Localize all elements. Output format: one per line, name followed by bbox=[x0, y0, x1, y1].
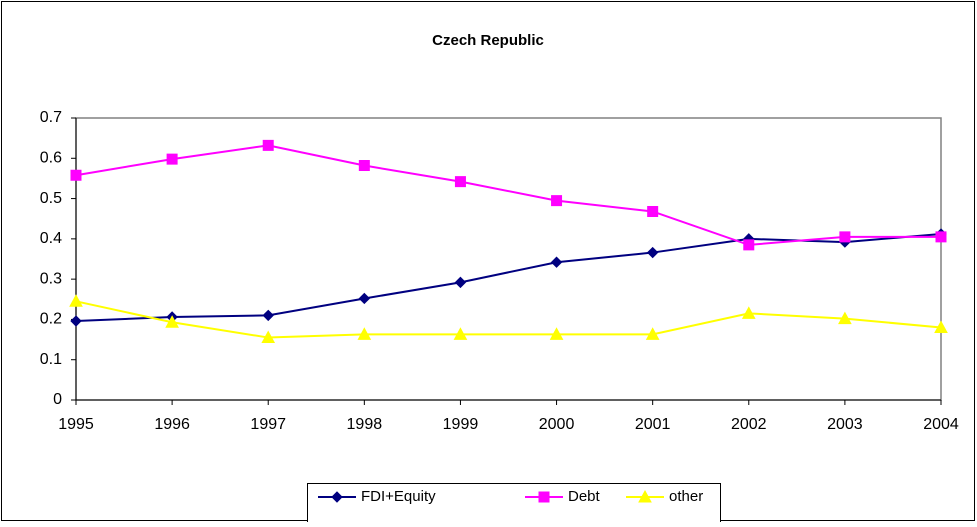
x-tick-label: 2000 bbox=[539, 416, 575, 433]
data-point bbox=[165, 315, 179, 328]
data-point bbox=[743, 239, 755, 251]
x-tick-label: 1997 bbox=[250, 416, 286, 433]
legend-label: Debt bbox=[568, 488, 601, 505]
x-tick-label: 1999 bbox=[443, 416, 479, 433]
data-point bbox=[646, 246, 659, 259]
y-tick-label: 0.2 bbox=[40, 311, 62, 328]
y-tick-label: 0.1 bbox=[40, 351, 62, 368]
data-point bbox=[357, 327, 372, 340]
data-point bbox=[935, 231, 947, 243]
y-tick-label: 0.4 bbox=[40, 230, 62, 247]
data-point bbox=[549, 327, 564, 340]
data-point bbox=[358, 292, 371, 305]
data-point bbox=[551, 195, 563, 207]
data-point bbox=[838, 311, 852, 325]
data-point bbox=[647, 205, 659, 217]
x-tick-label: 2003 bbox=[827, 416, 863, 433]
data-point bbox=[70, 169, 82, 181]
series-line bbox=[75, 300, 942, 339]
data-point bbox=[839, 231, 851, 243]
y-tick-label: 0 bbox=[53, 391, 62, 408]
data-point bbox=[550, 256, 563, 268]
legend-marker bbox=[638, 489, 652, 503]
x-tick-label: 1996 bbox=[154, 416, 190, 433]
data-point bbox=[262, 309, 274, 322]
x-tick-label: 1995 bbox=[58, 416, 94, 433]
data-point bbox=[741, 306, 756, 319]
data-point bbox=[166, 153, 178, 165]
data-point bbox=[262, 139, 274, 151]
data-point bbox=[70, 315, 82, 327]
x-tick-label: 1998 bbox=[347, 416, 383, 433]
x-tick-label: 2001 bbox=[635, 416, 671, 433]
series-line bbox=[75, 144, 941, 246]
data-point bbox=[454, 276, 467, 289]
legend-label: other bbox=[669, 488, 703, 505]
data-point bbox=[453, 327, 468, 340]
data-point bbox=[934, 320, 948, 333]
legend-marker bbox=[331, 491, 343, 503]
data-point bbox=[358, 160, 370, 172]
data-point bbox=[645, 327, 660, 340]
y-tick-label: 0.6 bbox=[40, 150, 62, 167]
y-tick-label: 0.7 bbox=[40, 109, 62, 126]
legend-label: FDI+Equity bbox=[361, 488, 436, 505]
data-point bbox=[261, 330, 276, 344]
x-tick-label: 2004 bbox=[923, 416, 959, 433]
x-tick-label: 2002 bbox=[731, 416, 767, 433]
chart-title: Czech Republic bbox=[432, 32, 544, 49]
data-point bbox=[69, 294, 83, 307]
y-tick-label: 0.3 bbox=[40, 270, 62, 287]
data-point bbox=[454, 176, 466, 188]
legend-marker bbox=[538, 491, 550, 503]
y-tick-label: 0.5 bbox=[40, 190, 62, 207]
